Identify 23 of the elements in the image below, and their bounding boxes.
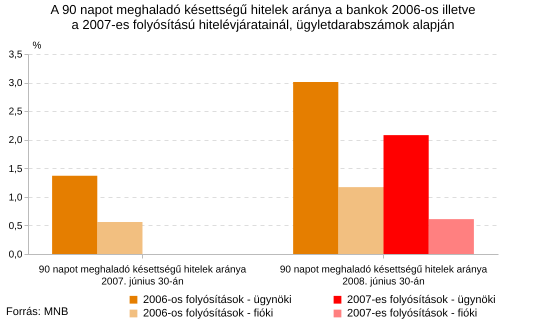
legend-label: 2006-os folyósítások - ügynöki xyxy=(143,294,292,306)
legend-label: 2007-es folyósítások - ügynöki xyxy=(347,294,496,306)
y-tick-label: 2,0 xyxy=(8,135,23,146)
y-tick-label: 0,0 xyxy=(8,250,23,260)
bar xyxy=(52,176,98,254)
legend-label: 2007-es folyósítások - fióki xyxy=(347,308,478,320)
text: Forrás: MNB xyxy=(6,306,68,318)
chart-title: A 90 napot meghaladó késettségű hitelek aránya a bankok 2006-os illetve a 2007-es folyósítású hitelévjáratainál, ügyletdarabszámok alapján xyxy=(50,2,476,32)
bar xyxy=(338,187,384,254)
x-tick-label: 90 napot meghaladó késettségű hitelek aránya 2007. június 30-án xyxy=(38,264,247,288)
y-tick-label: 1,0 xyxy=(8,192,23,204)
y-tick-label: 3,0 xyxy=(8,78,23,90)
y-tick-label: 2,5 xyxy=(8,106,23,118)
legend-label: 2006-os folyósítások - fióki xyxy=(143,308,274,320)
y-tick-label: 0,5 xyxy=(8,220,23,232)
bar xyxy=(97,222,142,254)
bar xyxy=(384,135,429,254)
y-tick-label: 1,5 xyxy=(8,164,23,175)
bar xyxy=(293,82,338,254)
x-tick-label: 90 napot meghaladó késettségű hitelek aránya 2008. június 30-án xyxy=(280,264,488,288)
y-axis-title: % xyxy=(32,40,42,52)
y-tick-label: 3,5 xyxy=(8,50,23,60)
bar xyxy=(428,219,474,254)
